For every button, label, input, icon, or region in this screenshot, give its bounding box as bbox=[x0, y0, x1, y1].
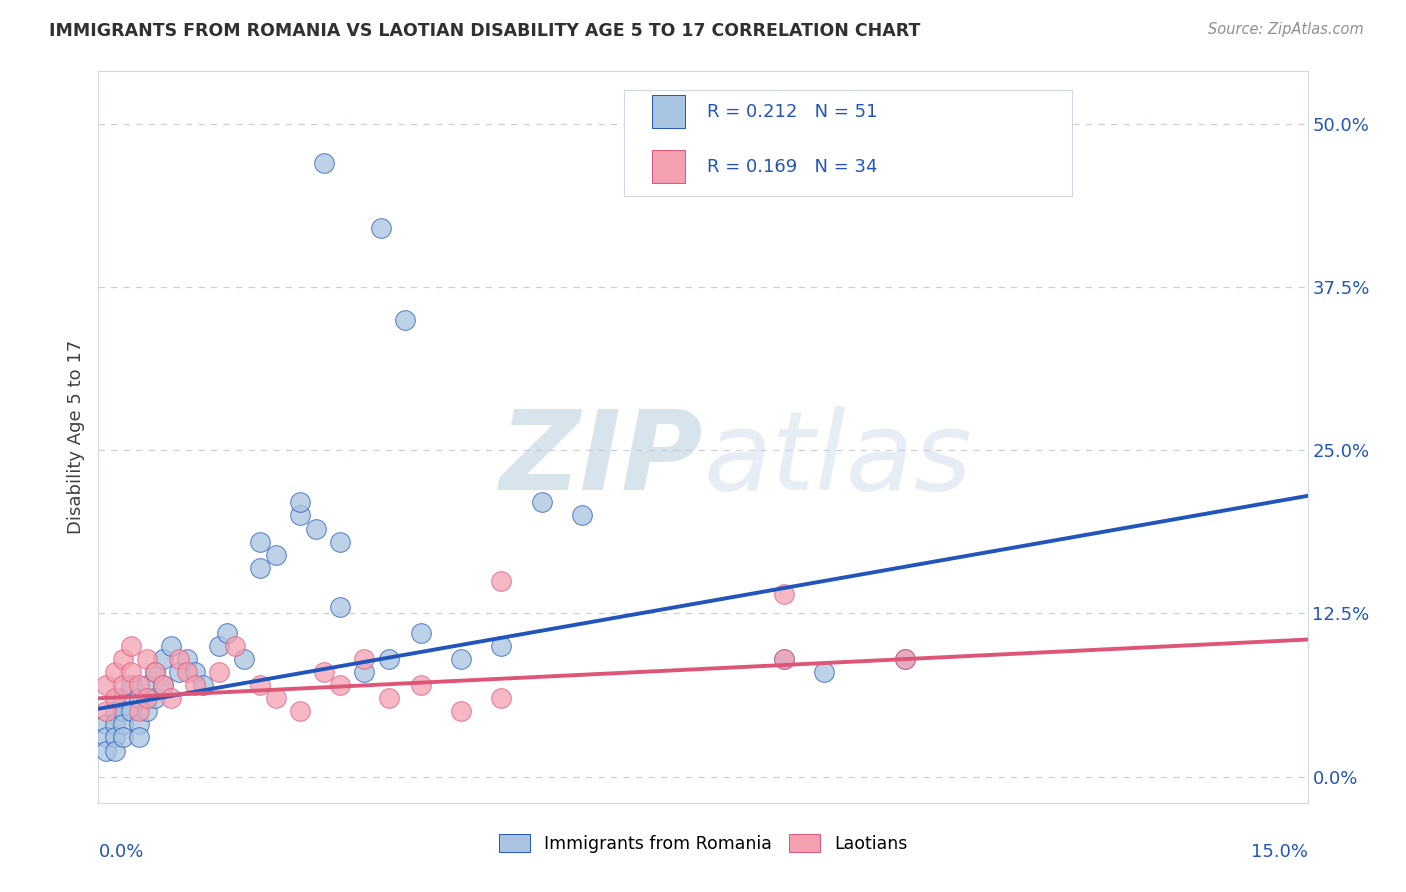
Point bbox=[394, 312, 416, 326]
Point bbox=[111, 705, 134, 719]
Point bbox=[135, 705, 157, 719]
Point bbox=[193, 678, 215, 692]
FancyBboxPatch shape bbox=[624, 90, 1071, 195]
Point bbox=[128, 691, 150, 706]
Point bbox=[208, 639, 231, 653]
Point bbox=[103, 705, 125, 719]
Point bbox=[288, 495, 311, 509]
Text: R = 0.169   N = 34: R = 0.169 N = 34 bbox=[707, 158, 877, 176]
Point bbox=[314, 665, 336, 680]
Point bbox=[571, 508, 593, 523]
Point bbox=[314, 155, 336, 169]
Point bbox=[103, 743, 125, 757]
Point bbox=[128, 731, 150, 745]
Point bbox=[377, 691, 399, 706]
Point bbox=[772, 587, 794, 601]
FancyBboxPatch shape bbox=[652, 151, 685, 183]
Point bbox=[160, 639, 183, 653]
Point bbox=[409, 626, 432, 640]
Point bbox=[103, 665, 125, 680]
Text: R = 0.212   N = 51: R = 0.212 N = 51 bbox=[707, 103, 877, 121]
Point bbox=[96, 717, 118, 731]
Point bbox=[103, 717, 125, 731]
Point bbox=[377, 652, 399, 666]
Text: Source: ZipAtlas.com: Source: ZipAtlas.com bbox=[1208, 22, 1364, 37]
Point bbox=[232, 652, 254, 666]
Point bbox=[370, 221, 392, 235]
Point bbox=[208, 665, 231, 680]
Point bbox=[530, 495, 553, 509]
Point bbox=[120, 665, 142, 680]
Point bbox=[893, 652, 915, 666]
Point bbox=[329, 678, 352, 692]
Point bbox=[143, 665, 166, 680]
Point bbox=[450, 652, 472, 666]
Point bbox=[111, 678, 134, 692]
Point bbox=[111, 691, 134, 706]
Point bbox=[217, 626, 239, 640]
Point bbox=[143, 665, 166, 680]
Point bbox=[128, 705, 150, 719]
Point bbox=[264, 548, 287, 562]
Point bbox=[96, 705, 118, 719]
Text: 15.0%: 15.0% bbox=[1250, 843, 1308, 861]
Point bbox=[167, 652, 190, 666]
Point bbox=[111, 731, 134, 745]
Point bbox=[111, 652, 134, 666]
Point bbox=[288, 508, 311, 523]
Point bbox=[249, 678, 271, 692]
Point bbox=[120, 678, 142, 692]
Point bbox=[120, 705, 142, 719]
Point bbox=[409, 678, 432, 692]
Point bbox=[893, 652, 915, 666]
Point bbox=[176, 652, 198, 666]
Point bbox=[491, 639, 513, 653]
Point bbox=[96, 731, 118, 745]
Point bbox=[96, 678, 118, 692]
Point bbox=[167, 665, 190, 680]
Text: ZIP: ZIP bbox=[499, 406, 703, 513]
Point bbox=[160, 691, 183, 706]
Point bbox=[491, 574, 513, 588]
Point bbox=[128, 717, 150, 731]
Point bbox=[152, 652, 174, 666]
Point bbox=[249, 560, 271, 574]
Point bbox=[305, 521, 328, 535]
Text: 0.0%: 0.0% bbox=[98, 843, 143, 861]
Point bbox=[813, 665, 835, 680]
Legend: Immigrants from Romania, Laotians: Immigrants from Romania, Laotians bbox=[492, 827, 914, 860]
Point bbox=[249, 534, 271, 549]
Point bbox=[772, 652, 794, 666]
Point bbox=[329, 599, 352, 614]
Point bbox=[450, 705, 472, 719]
Text: IMMIGRANTS FROM ROMANIA VS LAOTIAN DISABILITY AGE 5 TO 17 CORRELATION CHART: IMMIGRANTS FROM ROMANIA VS LAOTIAN DISAB… bbox=[49, 22, 921, 40]
Point bbox=[152, 678, 174, 692]
Point bbox=[143, 691, 166, 706]
Point bbox=[128, 678, 150, 692]
Point bbox=[120, 639, 142, 653]
Point bbox=[224, 639, 246, 653]
Point bbox=[184, 678, 207, 692]
Point bbox=[353, 652, 375, 666]
Point bbox=[353, 665, 375, 680]
Point bbox=[184, 665, 207, 680]
Y-axis label: Disability Age 5 to 17: Disability Age 5 to 17 bbox=[66, 340, 84, 534]
Text: atlas: atlas bbox=[703, 406, 972, 513]
FancyBboxPatch shape bbox=[652, 95, 685, 128]
Point bbox=[103, 691, 125, 706]
Point bbox=[111, 717, 134, 731]
Point bbox=[772, 652, 794, 666]
Point bbox=[135, 678, 157, 692]
Point bbox=[288, 705, 311, 719]
Point bbox=[152, 678, 174, 692]
Point bbox=[264, 691, 287, 706]
Point bbox=[96, 743, 118, 757]
Point bbox=[103, 731, 125, 745]
Point bbox=[491, 691, 513, 706]
Point bbox=[329, 534, 352, 549]
Point bbox=[176, 665, 198, 680]
Point bbox=[135, 691, 157, 706]
Point bbox=[135, 652, 157, 666]
